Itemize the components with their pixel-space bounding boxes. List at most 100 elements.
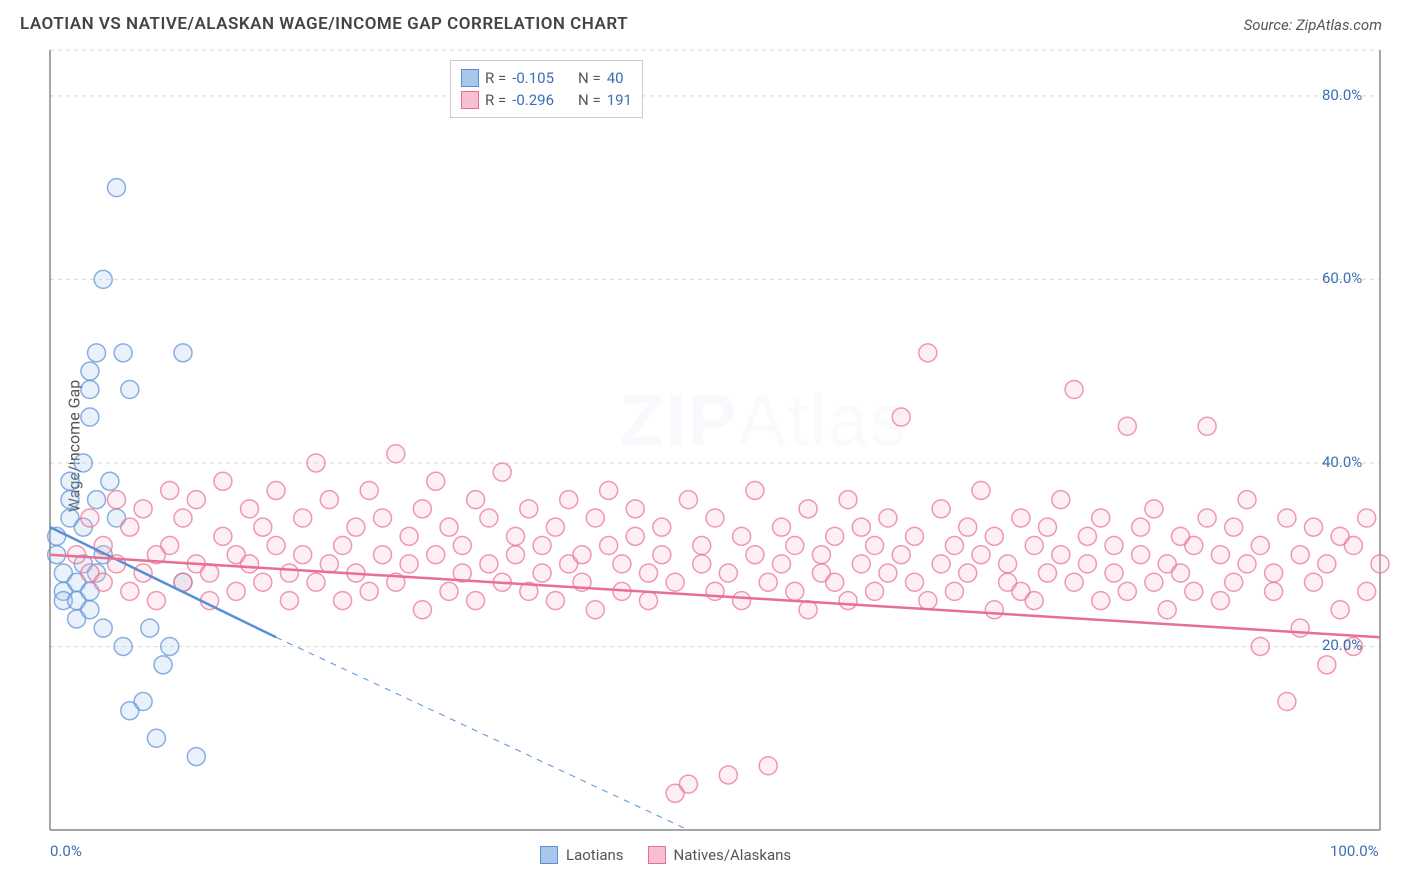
data-point [985, 601, 1003, 619]
data-point [280, 592, 298, 610]
legend-swatch [461, 91, 479, 109]
data-point [147, 592, 165, 610]
data-point [932, 555, 950, 573]
data-point [81, 362, 99, 380]
data-point [94, 573, 112, 591]
data-point [746, 546, 764, 564]
data-point [1172, 564, 1190, 582]
data-point [1092, 509, 1110, 527]
data-point [600, 537, 618, 555]
data-point [1371, 555, 1389, 573]
data-point [480, 509, 498, 527]
data-point [1265, 582, 1283, 600]
data-point [932, 500, 950, 518]
data-point [773, 555, 791, 573]
data-point [640, 592, 658, 610]
data-point [74, 454, 92, 472]
data-point [1078, 527, 1096, 545]
data-point [1198, 417, 1216, 435]
x-tick: 0.0% [50, 842, 82, 860]
data-point [1265, 564, 1283, 582]
data-point [653, 546, 671, 564]
data-point [799, 601, 817, 619]
data-point [360, 481, 378, 499]
data-point [533, 564, 551, 582]
legend-swatch [461, 69, 479, 87]
data-point [108, 179, 126, 197]
data-point [134, 500, 152, 518]
data-point [1238, 555, 1256, 573]
data-point [121, 518, 139, 536]
data-point [839, 491, 857, 509]
data-point [626, 527, 644, 545]
legend-series-name: Natives/Alaskans [674, 846, 792, 864]
data-point [1278, 693, 1296, 711]
data-point [586, 601, 604, 619]
data-point [174, 344, 192, 362]
legend-n-label: N = [578, 91, 601, 109]
data-point [1185, 537, 1203, 555]
data-point [214, 527, 232, 545]
data-point [919, 344, 937, 362]
data-point [706, 582, 724, 600]
data-point [134, 693, 152, 711]
data-point [733, 527, 751, 545]
data-point [959, 518, 977, 536]
data-point [507, 527, 525, 545]
data-point [866, 537, 884, 555]
legend-r-value: -0.296 [512, 91, 554, 109]
data-point [693, 555, 711, 573]
data-point [919, 592, 937, 610]
data-point [1158, 601, 1176, 619]
legend-item: Natives/Alaskans [648, 846, 792, 864]
legend-n-value: 40 [607, 69, 624, 87]
data-point [161, 637, 179, 655]
data-point [1211, 592, 1229, 610]
data-point [826, 527, 844, 545]
data-point [786, 537, 804, 555]
data-point [161, 537, 179, 555]
data-point [254, 573, 272, 591]
data-point [985, 527, 1003, 545]
data-point [307, 573, 325, 591]
data-point [573, 546, 591, 564]
data-point [1118, 582, 1136, 600]
data-point [68, 546, 86, 564]
data-point [906, 573, 924, 591]
data-point [1052, 546, 1070, 564]
data-point [1344, 537, 1362, 555]
data-point [121, 381, 139, 399]
data-point [613, 555, 631, 573]
data-point [786, 582, 804, 600]
data-point [1039, 518, 1057, 536]
data-point [480, 555, 498, 573]
data-point [61, 472, 79, 490]
data-point [826, 573, 844, 591]
data-point [1025, 592, 1043, 610]
legend-swatch [540, 846, 558, 864]
data-point [347, 518, 365, 536]
data-point [679, 491, 697, 509]
correlation-legend: R =-0.105N =40R =-0.296N =191 [450, 60, 643, 118]
trend-extension [276, 637, 688, 830]
data-point [1211, 546, 1229, 564]
data-point [879, 509, 897, 527]
y-tick: 60.0% [1322, 269, 1362, 287]
data-point [280, 564, 298, 582]
x-tick: 100.0% [1330, 842, 1379, 860]
data-point [679, 775, 697, 793]
data-point [1105, 537, 1123, 555]
legend-row: R =-0.105N =40 [461, 67, 632, 89]
data-point [307, 454, 325, 472]
data-point [533, 537, 551, 555]
data-point [141, 619, 159, 637]
data-point [1118, 417, 1136, 435]
data-point [1025, 537, 1043, 555]
data-point [267, 537, 285, 555]
data-point [719, 766, 737, 784]
data-point [1132, 518, 1150, 536]
data-point [400, 555, 418, 573]
data-point [1065, 381, 1083, 399]
data-point [61, 491, 79, 509]
data-point [1105, 564, 1123, 582]
